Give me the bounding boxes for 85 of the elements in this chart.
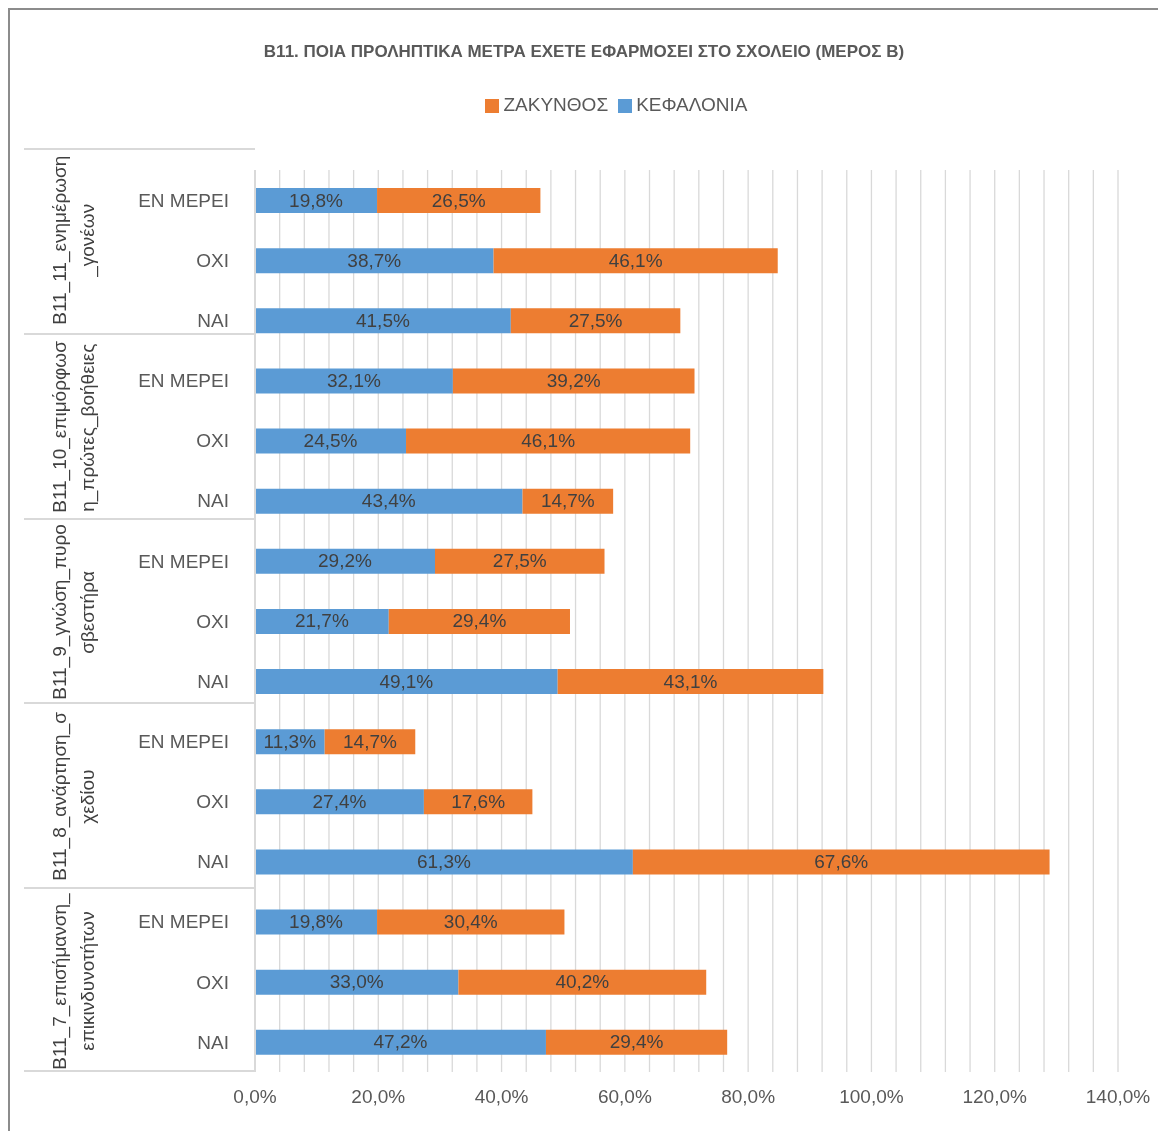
bar	[255, 789, 424, 815]
x-tick-label: 40,0%	[474, 1086, 529, 1108]
data-label: 24,5%	[303, 430, 358, 452]
data-label: 38,7%	[347, 249, 402, 271]
bar	[255, 969, 459, 995]
y-tick-label: ΕΝ ΜΕΡΕΙ	[138, 189, 229, 211]
chart-title: Β11. ΠΟΙΑ ΠΡΟΛΗΠΤΙΚΑ ΜΕΤΡΑ ΕΧΕΤΕ ΕΦΑΡΜΟΣΕΙ ΣΤΟ ΣΧΟΛΕΙΟ (ΜΕΡΟΣ Β)	[262, 42, 906, 62]
data-label: 61,3%	[417, 850, 471, 872]
y-tick-label: ΝΑΙ	[197, 670, 229, 692]
x-tick-label: 80,0%	[721, 1086, 776, 1108]
text: B11_11_ενημέρωση_γονέων	[48, 154, 100, 327]
data-label: 19,8%	[289, 911, 344, 933]
data-label: 29,2%	[318, 550, 373, 572]
data-label: 29,4%	[452, 610, 507, 632]
data-label: 49,1%	[379, 670, 434, 692]
data-label: 11,3%	[263, 730, 317, 752]
text: B11_9_γνώση_πυροσβεστήρα	[48, 523, 99, 701]
text: B11_8_ανάρτηση_σχεδίου	[48, 711, 99, 884]
y-tick-label: ΝΑΙ	[197, 490, 229, 512]
data-label: 27,5%	[568, 309, 623, 331]
bar	[557, 669, 824, 695]
x-tick-label: 100,0%	[839, 1086, 904, 1108]
data-label: 43,4%	[361, 490, 416, 512]
data-label: 27,5%	[492, 550, 547, 572]
data-label: 26,5%	[431, 189, 486, 211]
bar	[255, 849, 633, 875]
bar	[255, 669, 558, 695]
x-tick-label: 20,0%	[351, 1086, 406, 1108]
bar	[377, 188, 541, 213]
y-tick-label: ΟΧΙ	[196, 610, 229, 632]
y-tick-label: ΕΝ ΜΕΡΕΙ	[138, 911, 229, 933]
data-label: 46,1%	[608, 249, 663, 271]
data-label: 21,7%	[294, 610, 349, 632]
x-tick-label: 120,0%	[962, 1086, 1028, 1108]
y-tick-label: ΟΧΙ	[196, 249, 229, 271]
data-label: 46,1%	[521, 430, 576, 452]
bar	[632, 849, 1050, 875]
y-tick-label: ΟΧΙ	[196, 971, 229, 993]
y-tick-label: ΟΧΙ	[196, 430, 229, 452]
bar	[255, 548, 435, 574]
data-label: 14,7%	[540, 490, 595, 512]
data-label: 39,2%	[546, 369, 601, 391]
bar	[255, 248, 494, 274]
data-label: 32,1%	[327, 369, 381, 391]
bar	[255, 308, 511, 334]
data-label: 27,4%	[312, 790, 367, 812]
text: B11_10_επιμόρφωση_πρώτες_βοήθειες	[48, 340, 100, 516]
bar	[458, 969, 707, 995]
bar	[377, 909, 565, 935]
y-tick-label: ΕΝ ΜΕΡΕΙ	[138, 370, 229, 392]
data-label: 29,4%	[609, 1031, 664, 1053]
legend-label: ΖΑΚΥΝΘΟΣ	[503, 94, 609, 115]
data-label: 67,6%	[814, 850, 869, 872]
bar	[452, 368, 695, 394]
y-tick-label: ΕΝ ΜΕΡΕΙ	[138, 731, 229, 753]
legend-label: ΚΕΦΑΛΟΝΙΑ	[636, 94, 748, 115]
data-label: 19,8%	[289, 189, 344, 211]
data-label: 14,7%	[343, 730, 398, 752]
bar	[255, 608, 389, 634]
y-tick-label: ΝΑΙ	[197, 310, 229, 332]
bar	[493, 248, 778, 274]
data-label: 47,2%	[373, 1031, 428, 1053]
bar	[255, 368, 453, 394]
bar	[406, 428, 691, 454]
x-tick-label: 60,0%	[597, 1086, 652, 1108]
data-label: 17,6%	[451, 790, 506, 812]
data-label: 43,1%	[663, 670, 718, 692]
x-tick-label: 0,0%	[233, 1086, 277, 1108]
bar	[255, 1029, 546, 1055]
bar	[255, 428, 407, 454]
bar	[388, 608, 570, 634]
y-tick-label: ΟΧΙ	[196, 791, 229, 813]
data-label: 33,0%	[329, 971, 384, 993]
data-label: 41,5%	[355, 309, 410, 331]
bar	[545, 1029, 728, 1055]
y-tick-label: ΝΑΙ	[197, 1031, 229, 1053]
bar	[510, 308, 681, 334]
bar	[255, 488, 523, 514]
y-tick-label: ΕΝ ΜΕΡΕΙ	[138, 550, 229, 572]
data-label: 40,2%	[555, 971, 610, 993]
text: B11_7_επισήμανση_επικινδυνοτήτων	[48, 893, 99, 1070]
x-tick-label: 140,0%	[1085, 1086, 1151, 1108]
data-label: 30,4%	[443, 911, 498, 933]
y-tick-label: ΝΑΙ	[197, 851, 229, 873]
bar	[435, 548, 605, 574]
